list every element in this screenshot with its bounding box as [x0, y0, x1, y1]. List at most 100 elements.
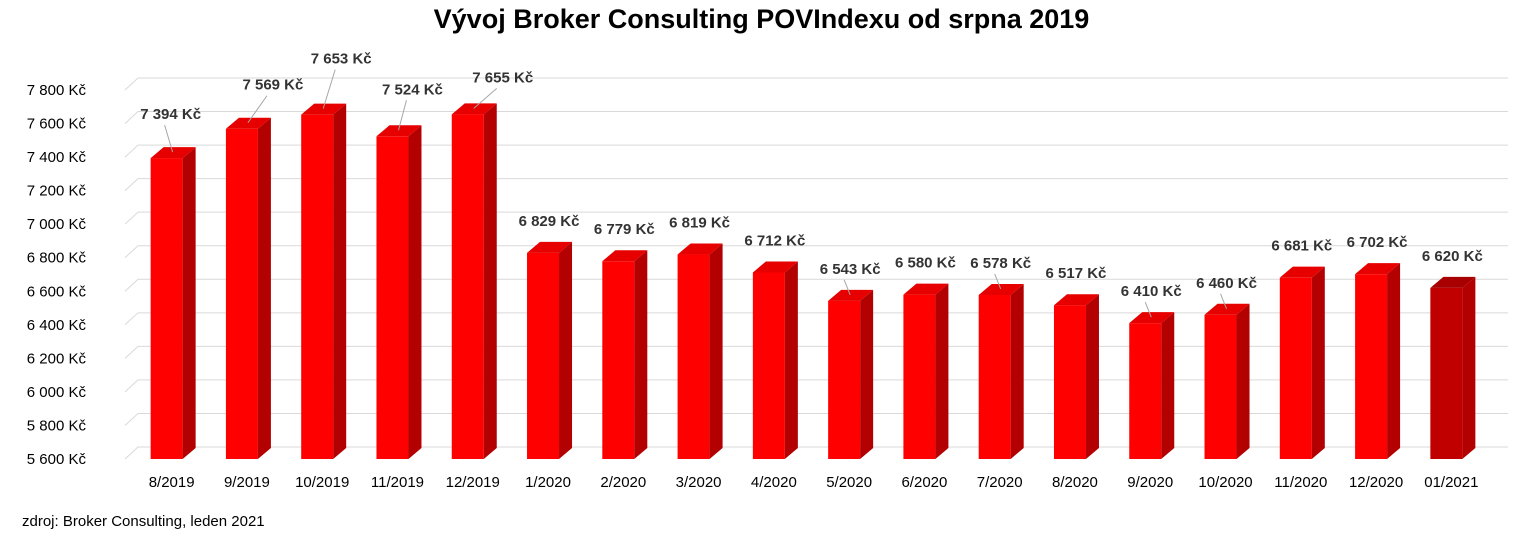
gridline	[124, 144, 1508, 158]
bar-side	[1387, 263, 1401, 459]
bar	[1204, 303, 1250, 459]
bar-front	[1430, 287, 1463, 459]
bar	[376, 125, 422, 459]
source-note: zdroj: Broker Consulting, leden 2021	[22, 513, 265, 530]
gridline	[124, 111, 1508, 124]
gridline	[124, 312, 1508, 326]
bar-front	[301, 114, 334, 459]
bar-top	[1279, 266, 1325, 278]
data-label: 6 578 Kč	[970, 255, 1031, 272]
bar-top	[1430, 276, 1476, 288]
x-tick-label: 01/2021	[1424, 474, 1478, 491]
bar	[602, 250, 648, 459]
bar-front	[451, 114, 484, 459]
x-tick-label: 7/2020	[977, 474, 1023, 491]
bar-top	[150, 147, 196, 159]
bar-side	[333, 103, 347, 459]
leader-line	[1144, 301, 1152, 318]
bar-front	[376, 136, 409, 459]
bar-side	[935, 283, 949, 459]
x-tick-label: 3/2020	[676, 474, 722, 491]
bar	[301, 103, 347, 459]
bar-side	[1462, 276, 1476, 459]
bar	[451, 103, 497, 459]
y-tick-label: 7 400 Kč	[27, 149, 87, 166]
y-tick-label: 6 800 Kč	[27, 250, 87, 267]
bar-top	[903, 283, 949, 295]
gridline	[124, 211, 1508, 225]
bar	[1129, 312, 1175, 459]
data-label: 6 712 Kč	[744, 232, 805, 249]
x-tick-label: 11/2019	[371, 474, 424, 491]
bar-front	[978, 294, 1011, 459]
x-tick-label: 9/2019	[224, 474, 270, 491]
data-label: 7 655 Kč	[472, 69, 533, 86]
data-label: 6 543 Kč	[820, 261, 881, 278]
bar-front	[527, 252, 560, 459]
data-label: 6 829 Kč	[519, 213, 580, 230]
y-tick-label: 6 600 Kč	[27, 283, 87, 300]
x-tick-label: 5/2020	[826, 474, 872, 491]
bar	[225, 117, 271, 460]
x-tick-label: 9/2020	[1127, 474, 1173, 491]
y-tick-label: 5 600 Kč	[27, 451, 87, 468]
bar-front	[602, 261, 635, 459]
bar-front	[828, 300, 861, 459]
data-label: 7 653 Kč	[311, 51, 372, 68]
data-label: 7 394 Kč	[140, 106, 201, 123]
bar-front	[1355, 274, 1388, 459]
x-tick-label: 6/2020	[901, 474, 947, 491]
bar-side	[408, 125, 422, 459]
bar-front	[1204, 314, 1237, 459]
bar-top	[602, 250, 648, 262]
bar-top	[1204, 303, 1250, 315]
gridline	[124, 446, 1508, 460]
data-label: 7 569 Kč	[242, 77, 303, 94]
y-tick-label: 7 600 Kč	[27, 116, 87, 133]
bar-top	[225, 117, 271, 129]
bar-top	[527, 241, 573, 253]
bar-side	[784, 261, 798, 459]
x-tick-label: 2/2020	[600, 474, 646, 491]
data-label: 6 819 Kč	[669, 215, 730, 232]
bar-front	[1279, 277, 1312, 459]
x-tick-label: 11/2020	[1274, 474, 1327, 491]
bar-top	[828, 289, 874, 301]
bar	[978, 283, 1024, 459]
bar-front	[225, 128, 258, 459]
bar	[677, 243, 723, 459]
x-tick-label: 4/2020	[751, 474, 797, 491]
bar-top	[677, 243, 723, 255]
x-tick-label: 12/2020	[1349, 474, 1403, 491]
gridline	[124, 345, 1508, 359]
data-label: 6 517 Kč	[1046, 265, 1107, 282]
bar-side	[1161, 312, 1175, 459]
leader-line	[994, 273, 1002, 290]
bar	[752, 261, 798, 459]
x-tick-label: 1/2020	[525, 474, 571, 491]
bar-side	[483, 103, 497, 459]
x-tick-label: 8/2020	[1052, 474, 1098, 491]
bar	[150, 147, 196, 459]
leader-line	[1220, 293, 1227, 309]
bar-side	[634, 250, 648, 459]
bar-top	[1053, 294, 1099, 306]
data-label: 6 410 Kč	[1121, 283, 1182, 300]
bar-front	[752, 272, 785, 459]
data-label: 6 681 Kč	[1271, 238, 1332, 255]
bar	[527, 241, 573, 459]
gridline	[124, 412, 1508, 426]
bar-top	[752, 261, 798, 273]
data-label: 6 580 Kč	[895, 255, 956, 272]
y-tick-label: 5 800 Kč	[27, 417, 87, 434]
leader-line	[473, 87, 498, 109]
bar-top	[376, 125, 422, 137]
bar-side	[559, 241, 573, 459]
data-label: 6 779 Kč	[594, 221, 655, 238]
data-label: 6 620 Kč	[1422, 248, 1483, 265]
gridline	[124, 379, 1508, 393]
bar-side	[1010, 283, 1024, 459]
bar-front	[677, 254, 710, 459]
leader-line	[322, 69, 336, 109]
bar-side	[257, 117, 271, 460]
